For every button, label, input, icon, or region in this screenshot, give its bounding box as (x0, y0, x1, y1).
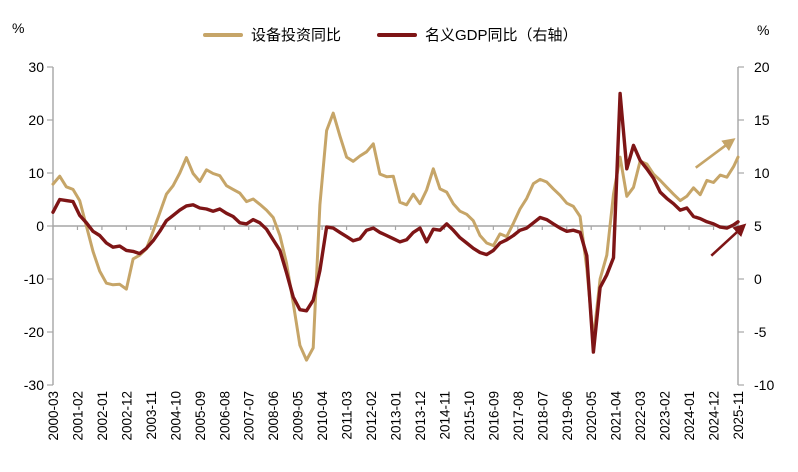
y-tick-label-right: 20 (754, 59, 770, 75)
legend-swatch-equipment (203, 32, 243, 37)
y-tick-label-left: 20 (28, 112, 44, 128)
x-tick-label: 2010-04 (315, 391, 330, 441)
legend: 设备投资同比 名义GDP同比（右轴） (203, 24, 578, 45)
x-tick-label: 2014-11 (437, 391, 452, 440)
x-tick-label: 2017-08 (511, 391, 526, 441)
x-tick-label: 2022-03 (633, 391, 648, 441)
x-tick-label: 2013-01 (389, 391, 404, 441)
x-tick-label: 2008-06 (266, 391, 281, 441)
x-tick-label: 2018-07 (535, 391, 550, 441)
legend-label-equipment: 设备投资同比 (251, 27, 342, 44)
y-tick-label-left: -10 (24, 271, 44, 287)
series-line-gdp (51, 91, 740, 354)
legend-item-equipment: 设备投资同比 (203, 24, 341, 45)
x-tick-label: 2006-08 (217, 391, 232, 441)
x-tick-label: 2001-02 (70, 391, 85, 441)
y-tick-label-left: -30 (24, 377, 44, 393)
left-axis-unit-label: % (12, 20, 25, 36)
x-tick-label: 2000-03 (46, 391, 61, 441)
x-tick-label: 2002-12 (119, 391, 134, 441)
right-axis-unit-label: % (757, 22, 770, 38)
x-tick-label: 2020-05 (584, 391, 599, 441)
legend-swatch-gdp (377, 32, 418, 37)
x-tick-label: 2011-03 (340, 391, 355, 440)
x-tick-label: 2009-05 (291, 391, 306, 441)
x-tick-label: 2024-01 (682, 391, 697, 441)
y-tick-label-right: 10 (754, 165, 770, 181)
y-tick-label-right: -10 (754, 377, 774, 393)
x-tick-label: 2012-02 (364, 391, 379, 441)
legend-label-gdp: 名义GDP同比（右轴） (425, 27, 578, 44)
y-tick-label-right: -5 (754, 324, 767, 340)
x-tick-label: 2025-11 (731, 391, 746, 440)
y-tick-label-left: 10 (28, 165, 44, 181)
y-tick-label-right: 5 (754, 218, 762, 234)
x-tick-label: 2023-02 (658, 391, 673, 441)
x-tick-label: 2007-07 (242, 391, 257, 441)
x-tick-label: 2021-04 (609, 391, 624, 441)
x-tick-label: 2002-01 (95, 391, 110, 441)
y-tick-label-left: 30 (28, 59, 44, 75)
x-tick-label: 2004-10 (168, 391, 183, 441)
x-tick-label: 2019-06 (560, 391, 575, 441)
y-tick-label-right: 15 (754, 112, 770, 128)
x-tick-label: 2013-12 (413, 391, 428, 441)
x-tick-label: 2015-10 (462, 391, 477, 441)
up-arrow-equipment (694, 138, 736, 169)
legend-item-gdp: 名义GDP同比（右轴） (377, 24, 578, 45)
y-tick-label-right: 0 (754, 271, 762, 287)
y-tick-label-left: 0 (36, 218, 44, 234)
x-tick-label: 2024-12 (707, 391, 722, 441)
x-tick-label: 2005-09 (193, 391, 208, 441)
x-tick-label: 2016-09 (486, 391, 501, 441)
up-arrow-gdp (710, 223, 747, 257)
x-tick-label: 2003-11 (144, 391, 159, 440)
series-line-equipment (51, 111, 740, 362)
y-tick-label-left: -20 (24, 324, 44, 340)
